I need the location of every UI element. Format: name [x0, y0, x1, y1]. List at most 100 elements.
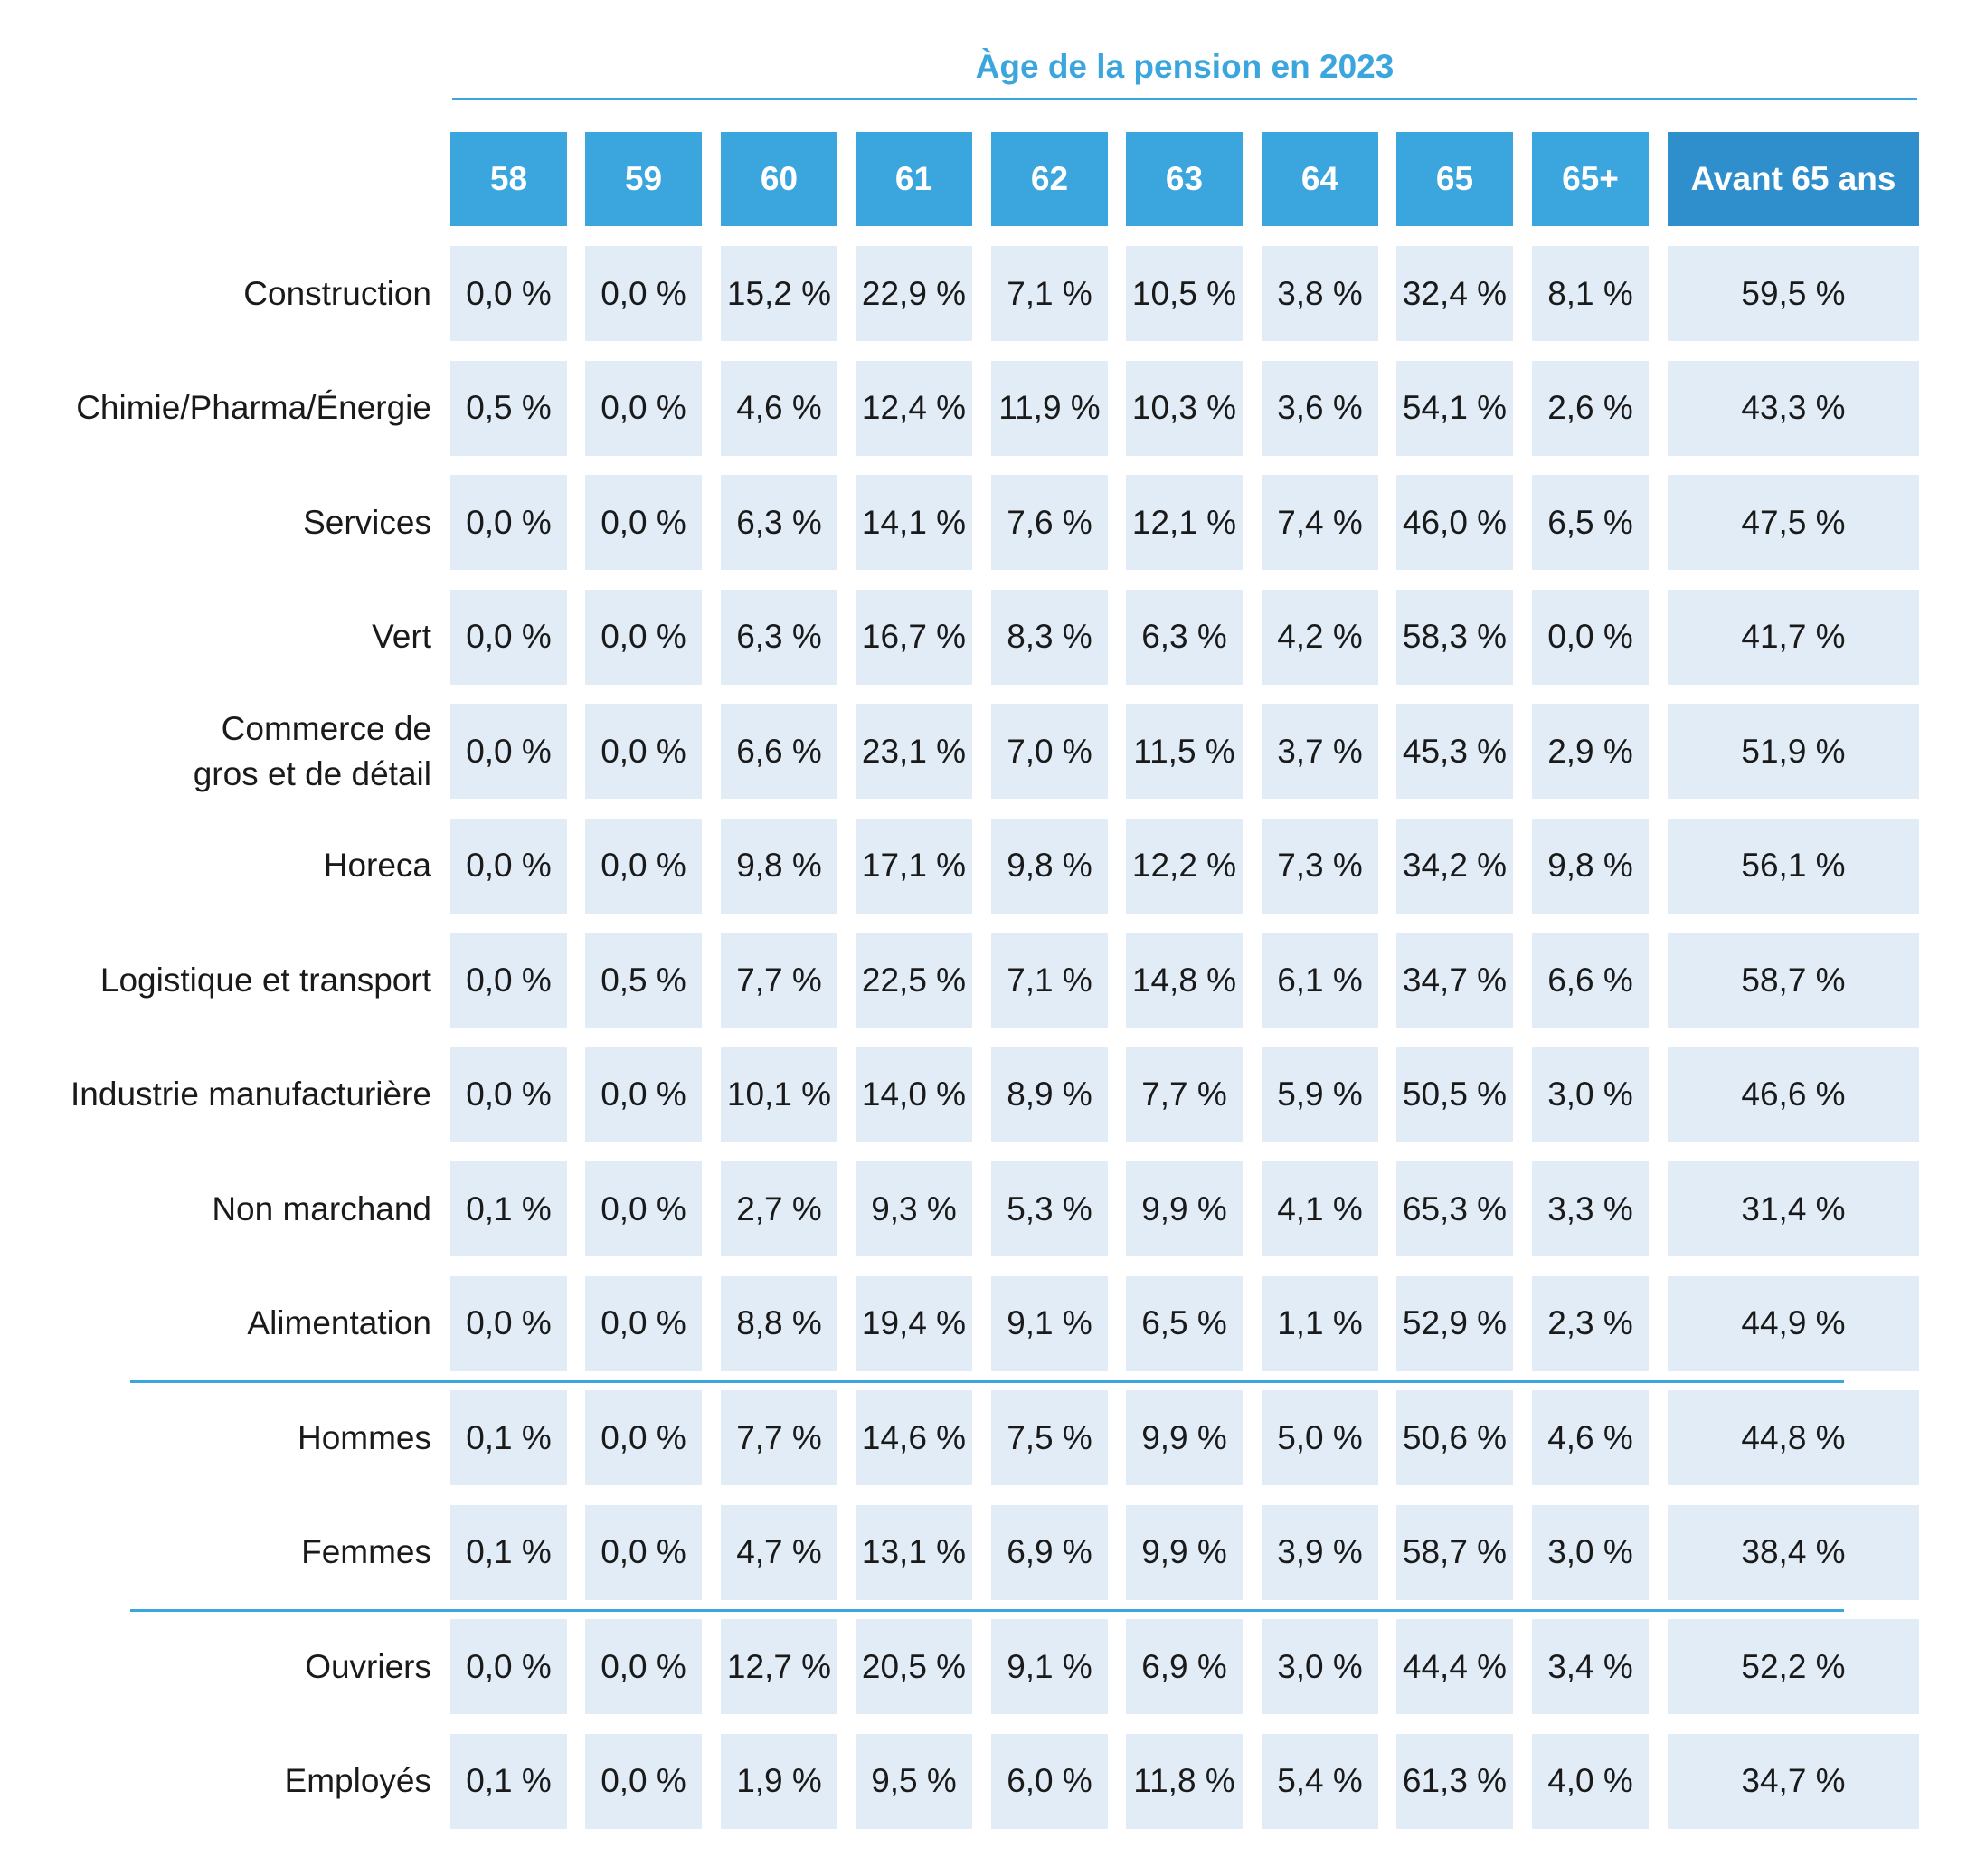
table-cell: 3,6 % — [1262, 360, 1378, 456]
table-cell: 2,3 % — [1532, 1275, 1649, 1371]
table-cell: 9,8 % — [721, 818, 837, 914]
row-label: Femmes — [301, 1533, 431, 1570]
table-cell: 19,4 % — [856, 1275, 972, 1371]
table-cell: 9,5 % — [856, 1733, 972, 1829]
row-label: Commerce de gros et de détail — [193, 709, 431, 792]
row-label: Vert — [372, 618, 431, 655]
table-cell: 3,9 % — [1262, 1504, 1378, 1600]
table-cell: 44,8 % — [1668, 1390, 1919, 1485]
column-header: 65 — [1396, 132, 1513, 226]
table-cell: 41,7 % — [1668, 589, 1919, 685]
table-cell: 6,3 % — [721, 589, 837, 685]
table-cell: 0,0 % — [450, 1047, 567, 1142]
table-cell: 14,1 % — [856, 475, 972, 570]
table-cell: 9,3 % — [856, 1161, 972, 1256]
table-cell: 16,7 % — [856, 589, 972, 685]
table-cell: 0,0 % — [585, 1161, 702, 1256]
table-cell: 0,0 % — [585, 818, 702, 914]
table-cell: 13,1 % — [856, 1504, 972, 1600]
table-cell: 46,6 % — [1668, 1047, 1919, 1142]
table-cell: 7,6 % — [991, 475, 1108, 570]
table-cell: 9,1 % — [991, 1619, 1108, 1714]
table-cell: 1,9 % — [721, 1733, 837, 1829]
table-cell: 58,3 % — [1396, 589, 1513, 685]
row-label: Hommes — [297, 1418, 431, 1456]
table-cell: 34,2 % — [1396, 818, 1513, 914]
table-cell: 0,0 % — [585, 1275, 702, 1371]
table-cell: 15,2 % — [721, 246, 837, 341]
column-header: 63 — [1126, 132, 1243, 226]
table-cell: 0,1 % — [450, 1390, 567, 1485]
table-cell: 11,5 % — [1126, 704, 1243, 799]
table-cell: 51,9 % — [1668, 704, 1919, 799]
column-header: 61 — [856, 132, 972, 226]
table-cell: 0,0 % — [1532, 589, 1649, 685]
table-cell: 8,1 % — [1532, 246, 1649, 341]
table-cell: 0,0 % — [585, 1619, 702, 1714]
table-cell: 38,4 % — [1668, 1504, 1919, 1600]
table-cell: 3,0 % — [1262, 1619, 1378, 1714]
table-cell: 2,6 % — [1532, 360, 1649, 456]
row-label: Services — [303, 503, 431, 541]
table-cell: 6,9 % — [1126, 1619, 1243, 1714]
table-cell: 7,1 % — [991, 246, 1108, 341]
row-label: Horeca — [323, 847, 431, 884]
row-label: Employés — [284, 1762, 431, 1799]
table-cell: 12,1 % — [1126, 475, 1243, 570]
table-cell: 50,6 % — [1396, 1390, 1513, 1485]
row-label: Logistique et transport — [99, 961, 431, 999]
table-cell: 34,7 % — [1396, 933, 1513, 1028]
row-label: Non marchand — [212, 1189, 431, 1227]
table-cell: 45,3 % — [1396, 704, 1513, 799]
table-cell: 9,9 % — [1126, 1390, 1243, 1485]
column-header: 65+ — [1532, 132, 1649, 226]
table-cell: 0,0 % — [450, 1619, 567, 1714]
row-label: Chimie/Pharma/Énergie — [76, 389, 431, 426]
table-cell: 0,0 % — [450, 1275, 567, 1371]
row-label: Construction — [243, 274, 431, 312]
table-cell: 1,1 % — [1262, 1275, 1378, 1371]
table-cell: 6,5 % — [1126, 1275, 1243, 1371]
table-cell: 7,5 % — [991, 1390, 1108, 1485]
table-cell: 47,5 % — [1668, 475, 1919, 570]
table-cell: 20,5 % — [856, 1619, 972, 1714]
table-cell: 8,9 % — [991, 1047, 1108, 1142]
table-cell: 34,7 % — [1668, 1733, 1919, 1829]
table-cell: 0,0 % — [450, 818, 567, 914]
table-cell: 6,1 % — [1262, 933, 1378, 1028]
table-cell: 14,6 % — [856, 1390, 972, 1485]
table-cell: 2,7 % — [721, 1161, 837, 1256]
table-cell: 9,8 % — [1532, 818, 1649, 914]
table-cell: 0,1 % — [450, 1504, 567, 1600]
column-header: Avant 65 ans — [1668, 132, 1919, 226]
table-cell: 6,9 % — [991, 1504, 1108, 1600]
table-cell: 0,0 % — [585, 1047, 702, 1142]
table-cell: 9,8 % — [991, 818, 1108, 914]
table-cell: 5,0 % — [1262, 1390, 1378, 1485]
table-cell: 3,0 % — [1532, 1504, 1649, 1600]
table-cell: 46,0 % — [1396, 475, 1513, 570]
column-header: 60 — [721, 132, 837, 226]
table-cell: 7,4 % — [1262, 475, 1378, 570]
table-cell: 12,2 % — [1126, 818, 1243, 914]
table-cell: 4,2 % — [1262, 589, 1378, 685]
table-cell: 44,9 % — [1668, 1275, 1919, 1371]
table-cell: 5,3 % — [991, 1161, 1108, 1256]
group-separator — [130, 1380, 1844, 1383]
table-cell: 44,4 % — [1396, 1619, 1513, 1714]
table-cell: 7,7 % — [721, 1390, 837, 1485]
table-cell: 54,1 % — [1396, 360, 1513, 456]
column-header: 58 — [450, 132, 567, 226]
table-cell: 61,3 % — [1396, 1733, 1513, 1829]
table-cell: 50,5 % — [1396, 1047, 1513, 1142]
table-title: Àge de la pension en 2023 — [975, 48, 1395, 85]
table-cell: 0,1 % — [450, 1733, 567, 1829]
table-cell: 14,0 % — [856, 1047, 972, 1142]
table-cell: 3,4 % — [1532, 1619, 1649, 1714]
table-cell: 12,4 % — [856, 360, 972, 456]
table-cell: 0,5 % — [450, 360, 567, 456]
table-cell: 65,3 % — [1396, 1161, 1513, 1256]
table-cell: 23,1 % — [856, 704, 972, 799]
table-cell: 0,0 % — [450, 704, 567, 799]
table-cell: 0,1 % — [450, 1161, 567, 1256]
